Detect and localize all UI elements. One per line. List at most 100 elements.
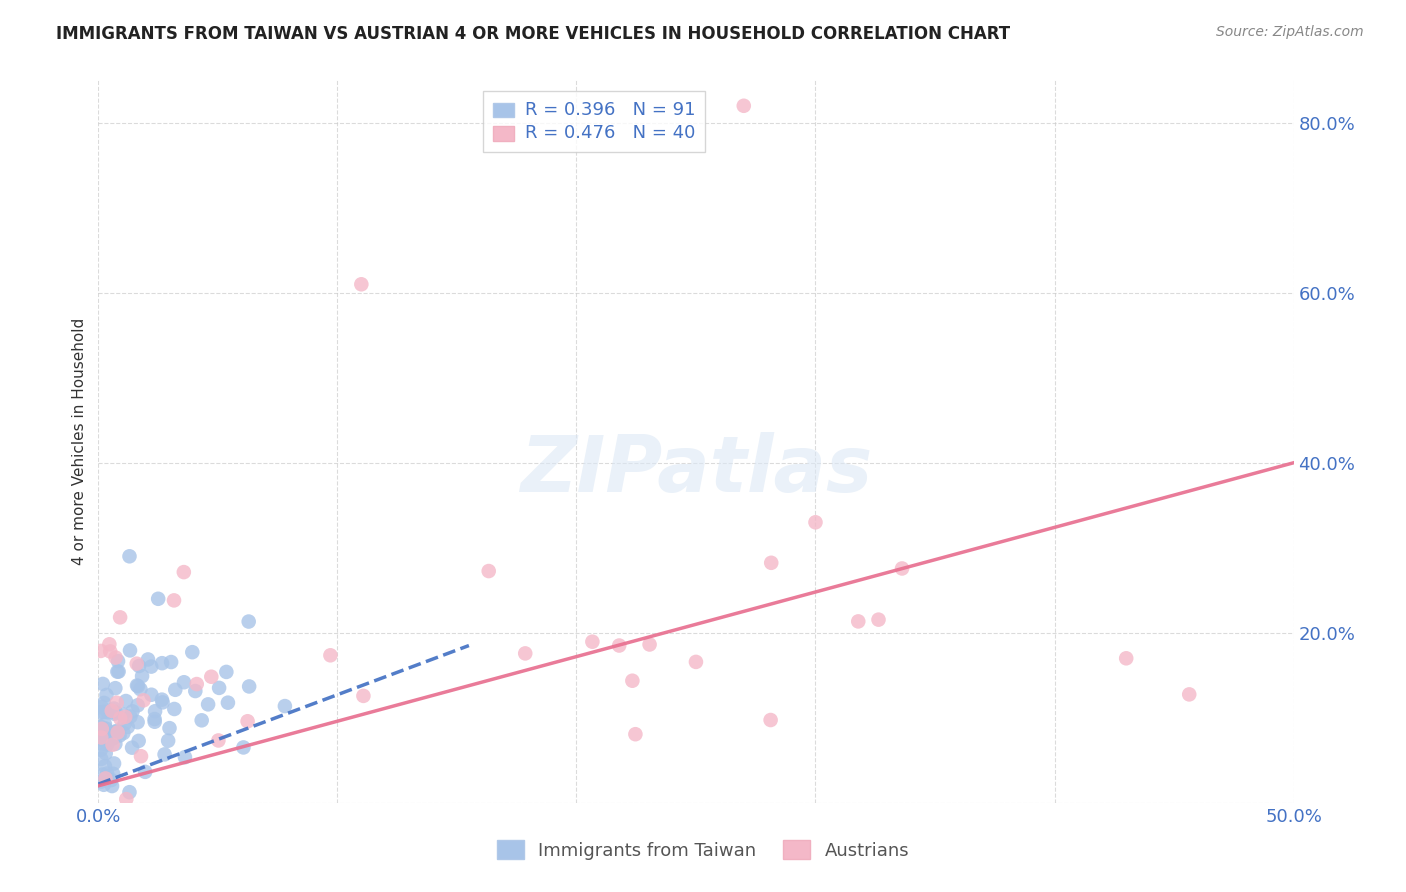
Point xyxy=(129,749,152,764)
Text: ZIPatlas: ZIPatlas xyxy=(520,433,872,508)
Point xyxy=(150,656,173,670)
Point xyxy=(96,738,118,752)
Point xyxy=(638,638,661,652)
Point xyxy=(236,714,259,729)
Point xyxy=(115,694,138,708)
Point xyxy=(108,729,131,743)
Point xyxy=(104,681,127,695)
Point xyxy=(94,722,117,736)
Point xyxy=(93,705,115,719)
Point xyxy=(143,704,166,718)
Point xyxy=(125,657,148,671)
Point xyxy=(184,684,207,698)
Point xyxy=(173,565,195,579)
Point xyxy=(173,675,195,690)
Point xyxy=(118,785,141,799)
Point xyxy=(103,766,125,780)
Point xyxy=(101,731,124,746)
Point xyxy=(97,730,120,744)
Point xyxy=(128,659,150,673)
Point xyxy=(110,711,132,725)
Point xyxy=(112,726,135,740)
Point xyxy=(121,740,143,755)
Point xyxy=(846,615,869,629)
Point xyxy=(159,721,181,735)
Point xyxy=(90,736,112,750)
Point xyxy=(607,639,630,653)
Point xyxy=(733,99,755,113)
Point xyxy=(350,277,373,292)
Point xyxy=(143,712,166,726)
Text: IMMIGRANTS FROM TAIWAN VS AUSTRIAN 4 OR MORE VEHICLES IN HOUSEHOLD CORRELATION C: IMMIGRANTS FROM TAIWAN VS AUSTRIAN 4 OR … xyxy=(56,25,1011,43)
Point xyxy=(197,698,219,712)
Point xyxy=(90,732,112,747)
Point xyxy=(101,738,124,752)
Point xyxy=(104,737,127,751)
Point xyxy=(107,725,129,739)
Point xyxy=(93,778,115,792)
Point xyxy=(105,696,128,710)
Point xyxy=(114,716,136,731)
Point xyxy=(132,693,155,707)
Point xyxy=(121,704,143,718)
Legend: Immigrants from Taiwan, Austrians: Immigrants from Taiwan, Austrians xyxy=(489,833,917,867)
Point xyxy=(515,647,537,661)
Point xyxy=(90,722,112,736)
Point xyxy=(94,759,117,773)
Point xyxy=(153,747,176,762)
Point xyxy=(127,715,149,730)
Point xyxy=(101,779,124,793)
Point xyxy=(100,773,122,788)
Point xyxy=(115,792,138,806)
Point xyxy=(107,654,129,668)
Point xyxy=(103,706,125,721)
Point xyxy=(624,727,647,741)
Point xyxy=(127,698,149,713)
Point xyxy=(129,682,152,697)
Point xyxy=(352,689,374,703)
Point xyxy=(94,746,117,760)
Point xyxy=(90,774,112,789)
Point xyxy=(96,766,118,780)
Point xyxy=(143,714,166,729)
Point xyxy=(96,688,118,702)
Point xyxy=(94,717,117,731)
Point xyxy=(91,767,114,781)
Point xyxy=(108,610,131,624)
Point xyxy=(136,652,159,666)
Y-axis label: 4 or more Vehicles in Household: 4 or more Vehicles in Household xyxy=(72,318,87,566)
Point xyxy=(107,665,129,679)
Point xyxy=(165,682,187,697)
Point xyxy=(97,729,120,743)
Point xyxy=(100,704,122,718)
Point xyxy=(891,561,914,575)
Point xyxy=(103,701,125,715)
Point xyxy=(215,665,238,679)
Point xyxy=(90,706,112,720)
Point xyxy=(1115,651,1137,665)
Point xyxy=(207,733,229,747)
Point xyxy=(157,733,180,747)
Point xyxy=(103,724,125,739)
Point xyxy=(759,713,782,727)
Point xyxy=(131,669,153,683)
Point xyxy=(160,655,183,669)
Point xyxy=(163,593,186,607)
Point xyxy=(90,731,112,745)
Point xyxy=(478,564,501,578)
Point xyxy=(761,556,783,570)
Point xyxy=(98,644,121,658)
Point xyxy=(163,702,186,716)
Point xyxy=(190,714,212,728)
Point xyxy=(94,772,117,786)
Point xyxy=(103,731,125,746)
Point xyxy=(128,734,150,748)
Point xyxy=(125,678,148,692)
Point xyxy=(181,645,204,659)
Point xyxy=(91,677,114,691)
Point xyxy=(90,700,112,714)
Point xyxy=(141,688,163,702)
Point xyxy=(174,750,197,764)
Point xyxy=(97,706,120,720)
Point xyxy=(208,681,231,695)
